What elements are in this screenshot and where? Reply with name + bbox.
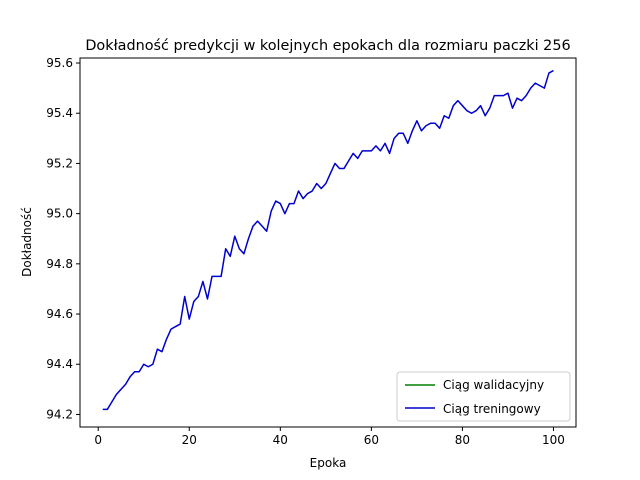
series-line-1 [102,69,554,411]
chart-title: Dokładność predykcji w kolejnych epokach… [85,38,570,54]
y-tick-label: 94.6 [46,307,73,321]
y-tick-label: 94.2 [46,407,73,421]
y-tick-label: 94.4 [46,357,73,371]
plot-frame [79,57,577,428]
y-tick-label: 94.8 [46,257,73,271]
x-tick-label: 40 [273,433,288,447]
x-tick-label: 80 [455,433,470,447]
y-tick-label: 95.2 [46,156,73,170]
legend: Ciąg walidacyjny Ciąg treningowy [396,371,571,422]
y-tick-label: 95.6 [46,56,73,70]
x-axis-ticks: 0 20 40 60 80 100 [94,427,565,447]
x-tick-label: 60 [364,433,379,447]
legend-box [396,371,571,422]
x-axis-title: Epoka [310,456,347,470]
x-tick-label: 20 [182,433,197,447]
x-tick-label: 100 [542,433,565,447]
y-tick-label: 95.0 [46,207,73,221]
legend-label-training: Ciąg treningowy [443,402,541,416]
legend-label-validation: Ciąg walidacyjny [443,378,544,392]
y-tick-label: 95.4 [46,106,73,120]
y-axis-title: Dokładność [20,207,34,277]
y-axis-ticks: 94.2 94.4 94.6 94.8 95.0 95.2 95.4 95.6 [46,56,80,421]
x-tick-label: 0 [94,433,102,447]
plot-lines [102,69,554,411]
